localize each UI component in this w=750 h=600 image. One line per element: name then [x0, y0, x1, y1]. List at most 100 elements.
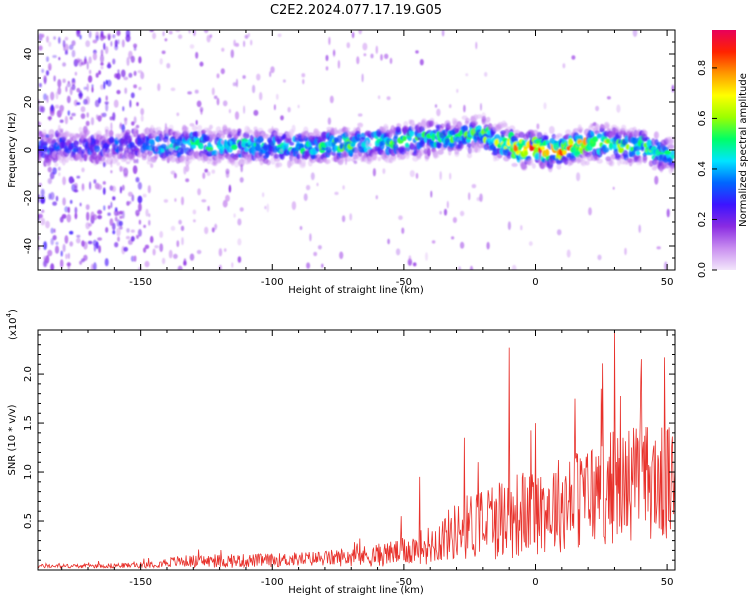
heatmap-noise-cell: [422, 143, 426, 149]
snr-multiplier-base: (x10: [8, 317, 19, 340]
heatmap-noise-cell: [204, 226, 209, 235]
heatmap-noise-cell: [170, 225, 176, 231]
heatmap-noise-cell: [65, 253, 68, 260]
heatmap-noise-cell: [419, 59, 424, 66]
heatmap-cell: [162, 136, 169, 143]
heatmap-noise-cell: [458, 266, 461, 270]
heatmap-cell: [419, 148, 424, 157]
heatmap-noise-cell: [41, 33, 45, 38]
heatmap-noise-cell: [140, 114, 144, 122]
heatmap-noise-cell: [40, 197, 46, 204]
heatmap-cell: [345, 127, 351, 132]
heatmap-noise-cell: [234, 42, 240, 47]
heatmap-noise-cell: [216, 97, 220, 106]
heatmap-noise-cell: [125, 161, 131, 165]
heatmap-cell: [545, 148, 550, 158]
heatmap-noise-cell: [117, 236, 120, 242]
heatmap-noise-cell: [185, 164, 190, 172]
x-tick-label: -150: [129, 577, 152, 588]
heatmap-noise-cell: [138, 219, 142, 225]
heatmap-noise-cell: [110, 170, 113, 174]
heatmap-noise-cell: [597, 254, 602, 261]
heatmap-noise-cell: [93, 179, 97, 184]
heatmap-noise-cell: [85, 40, 91, 48]
y-tick-label: 0.5: [23, 513, 34, 529]
heatmap-noise-cell: [387, 238, 390, 245]
heatmap-noise-cell: [127, 191, 133, 197]
heatmap-noise-cell: [93, 262, 97, 270]
heatmap-noise-cell: [119, 226, 123, 230]
heatmap-noise-cell: [76, 234, 81, 238]
heatmap-noise-cell: [408, 255, 412, 262]
heatmap-noise-cell: [95, 35, 99, 41]
heatmap-noise-cell: [192, 209, 197, 215]
heatmap-noise-cell: [123, 167, 129, 177]
heatmap-noise-cell: [52, 201, 57, 206]
heatmap-cell: [94, 145, 101, 153]
heatmap-noise-cell: [46, 95, 49, 103]
heatmap-noise-cell: [277, 33, 282, 38]
heatmap-noise-cell: [199, 106, 204, 113]
heatmap-cell: [231, 144, 238, 150]
heatmap-noise-cell: [143, 224, 147, 228]
heatmap-noise-cell: [68, 44, 74, 50]
heatmap-noise-cell: [240, 164, 243, 173]
heatmap-noise-cell: [144, 260, 150, 268]
heatmap-cell: [147, 150, 153, 157]
heatmap-cell: [609, 154, 617, 161]
heatmap-noise-cell: [463, 104, 466, 113]
heatmap-noise-cell: [556, 229, 562, 236]
heatmap-cell: [513, 133, 521, 139]
heatmap-cell: [171, 138, 176, 144]
heatmap-cell: [374, 145, 379, 152]
heatmap-noise-cell: [125, 236, 131, 240]
heatmap-noise-cell: [157, 83, 161, 92]
heatmap-noise-cell: [237, 238, 242, 246]
heatmap-noise-cell: [341, 215, 346, 223]
heatmap-cell: [596, 158, 603, 164]
heatmap-noise-cell: [83, 241, 88, 250]
heatmap-noise-cell: [193, 219, 196, 223]
heatmap-noise-cell: [48, 41, 52, 47]
heatmap-noise-cell: [595, 105, 600, 112]
colorbar-tick-label: 0.2: [697, 212, 708, 228]
heatmap-cell: [592, 136, 599, 143]
heatmap-noise-cell: [232, 82, 237, 87]
heatmap-cell: [539, 160, 546, 170]
heatmap-noise-cell: [211, 169, 216, 174]
heatmap-noise-cell: [53, 75, 56, 82]
heatmap-noise-cell: [47, 249, 53, 257]
heatmap-noise-cell: [507, 221, 511, 231]
heatmap-noise-cell: [79, 202, 82, 207]
heatmap-noise-cell: [130, 142, 136, 148]
heatmap-noise-cell: [80, 113, 86, 119]
heatmap-noise-cell: [57, 79, 62, 88]
heatmap-noise-cell: [112, 34, 116, 39]
heatmap-noise-cell: [79, 34, 82, 40]
heatmap-noise-cell: [62, 197, 66, 206]
heatmap-noise-cell: [133, 116, 137, 124]
heatmap-cell: [642, 157, 647, 164]
heatmap-cell: [562, 149, 567, 156]
heatmap-noise-cell: [221, 47, 225, 52]
spectrogram-panel: -150 -100 -50 0 50 -40 -20 0 20 40 Height of stra…: [7, 29, 676, 296]
x-tick-label: 0: [532, 277, 538, 288]
heatmap-noise-cell: [69, 116, 73, 120]
heatmap-cell: [255, 143, 261, 152]
heatmap-noise-cell: [78, 90, 83, 99]
heatmap-noise-cell: [45, 220, 50, 229]
heatmap-noise-cell: [88, 69, 92, 75]
heatmap-noise-cell: [45, 254, 50, 264]
heatmap-noise-cell: [656, 246, 661, 250]
heatmap-noise-cell: [135, 234, 140, 239]
snr-frame: [37, 329, 676, 571]
heatmap-noise-cell: [195, 51, 199, 59]
heatmap-noise-cell: [566, 249, 571, 258]
heatmap-noise-cell: [170, 87, 176, 92]
heatmap-noise-cell: [107, 212, 111, 216]
heatmap-noise-cell: [105, 102, 109, 112]
heatmap-cell: [395, 126, 401, 134]
x-tick-label: -150: [129, 277, 152, 288]
heatmap-cell: [382, 126, 389, 130]
heatmap-cell: [577, 124, 582, 131]
